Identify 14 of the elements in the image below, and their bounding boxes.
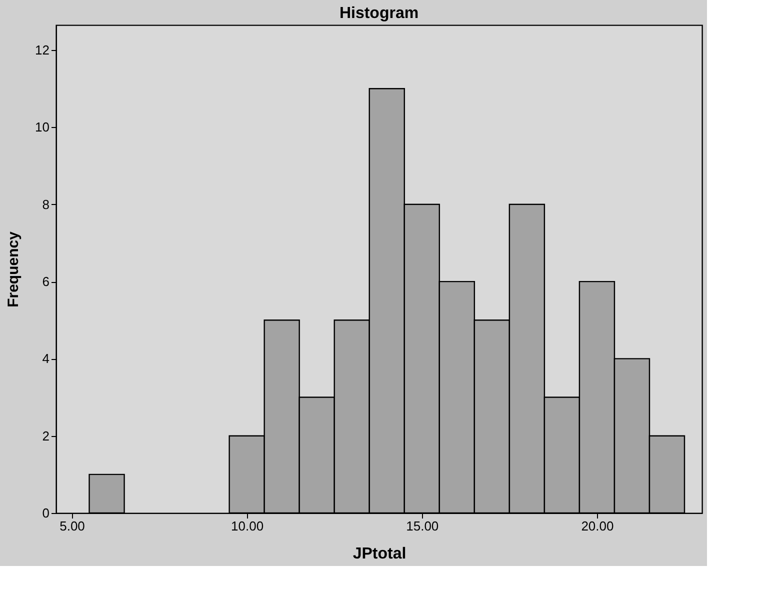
y-tick-label: 2 [42,428,50,444]
x-tick-label: 15.00 [406,518,439,534]
y-tick-label: 6 [42,274,50,290]
chart-title: Histogram [339,5,419,22]
y-tick-label: 10 [35,120,50,135]
y-tick-label: 4 [42,351,50,366]
y-tick-label: 0 [42,506,50,520]
x-tick-label: 10.00 [231,518,264,534]
x-axis-title: JPtotal [352,546,406,562]
x-tick-label: 20.00 [581,518,614,534]
y-tick-label: 12 [35,42,50,58]
x-tick-label: 5.00 [60,518,85,534]
y-axis-title: Frequency [5,230,22,308]
y-tick-label: 8 [42,196,50,212]
